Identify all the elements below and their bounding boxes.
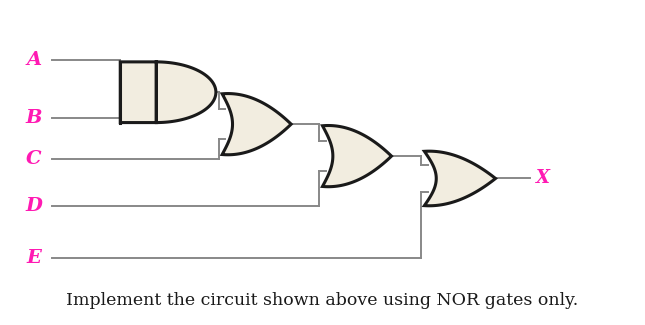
Text: X: X — [536, 169, 550, 188]
Text: E: E — [26, 249, 41, 267]
Text: D: D — [26, 197, 43, 214]
Polygon shape — [322, 125, 392, 187]
Text: C: C — [26, 150, 42, 168]
Polygon shape — [424, 151, 495, 206]
Polygon shape — [222, 94, 291, 155]
Text: Implement the circuit shown above using NOR gates only.: Implement the circuit shown above using … — [66, 292, 579, 309]
Text: A: A — [26, 51, 42, 69]
Polygon shape — [120, 62, 216, 123]
Text: B: B — [26, 109, 43, 127]
